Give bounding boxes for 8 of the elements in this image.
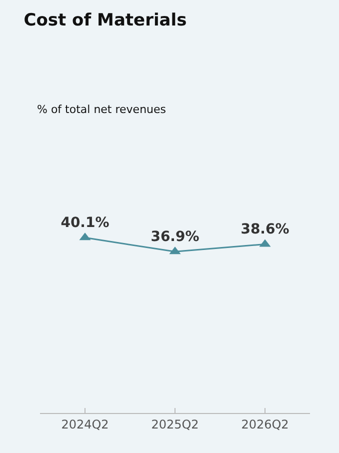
data-label: 38.6% — [240, 221, 290, 238]
x-tick-label: 2024Q2 — [61, 417, 109, 432]
data-label: 36.9% — [150, 228, 200, 245]
data-label: 40.1% — [60, 214, 110, 231]
chart-title: Cost of Materials — [24, 10, 187, 30]
x-tick-label: 2025Q2 — [151, 417, 199, 432]
chart-subtitle: % of total net revenues — [37, 103, 166, 116]
x-tick-label: 2026Q2 — [241, 417, 289, 432]
